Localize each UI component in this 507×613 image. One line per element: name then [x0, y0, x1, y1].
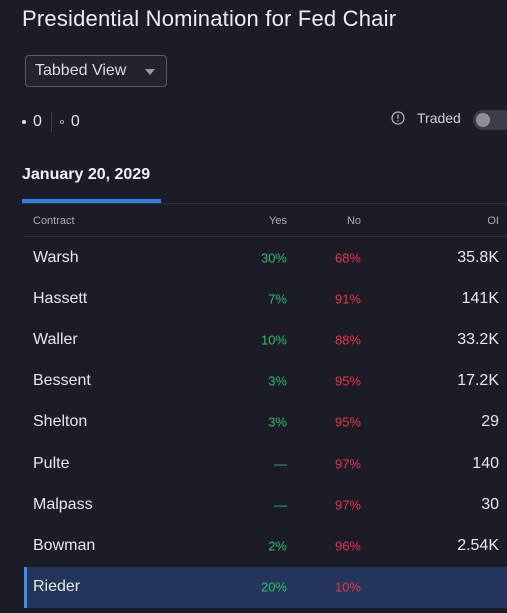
yes-price[interactable]: 7% [268, 291, 287, 307]
yes-price[interactable]: 10% [260, 332, 287, 348]
yes-price[interactable]: — [274, 497, 287, 513]
hollow-dot-icon [59, 120, 64, 124]
chevron-down-icon [145, 69, 155, 75]
table-row[interactable]: Pulte — 97% 140 [24, 443, 507, 484]
active-tab-indicator [22, 199, 161, 203]
table-row[interactable]: Shelton 3% 95% 29 [24, 402, 507, 443]
open-interest: 141K [461, 289, 499, 307]
yes-price[interactable]: 3% [268, 414, 287, 430]
table-row-selected[interactable]: Rieder 20% 10% [24, 566, 507, 608]
header-no[interactable]: No [346, 215, 361, 227]
contract-name: Waller [33, 330, 78, 348]
traded-label: Traded [417, 110, 461, 126]
traded-toggle[interactable] [473, 110, 507, 130]
open-interest: 17.2K [457, 372, 499, 390]
contract-name: Shelton [33, 413, 88, 431]
header-contract[interactable]: Contract [33, 215, 75, 227]
view-mode-dropdown[interactable]: Tabbed View [25, 55, 167, 87]
contracts-table: Contract Yes No OI Warsh 30% 68% 35.8K H… [24, 205, 507, 608]
open-interest: 29 [481, 413, 499, 431]
yes-price[interactable]: — [274, 456, 287, 472]
yes-price[interactable]: 2% [268, 538, 287, 554]
count-divider [50, 112, 52, 132]
position-counts: 0 0 [22, 112, 80, 132]
contract-name: Warsh [33, 248, 79, 266]
no-price[interactable]: 96% [334, 538, 361, 554]
count-hollow: 0 [59, 113, 80, 131]
traded-filter: Traded [391, 110, 461, 126]
yes-price[interactable]: 20% [260, 579, 287, 595]
tabs-divider [22, 203, 507, 204]
info-icon[interactable] [391, 111, 405, 125]
table-row[interactable]: Bowman 2% 96% 2.54K [24, 525, 507, 566]
tab-january-20-2029[interactable]: January 20, 2029 [22, 166, 151, 183]
table-row[interactable]: Warsh 30% 68% 35.8K [24, 237, 507, 278]
table-row[interactable]: Malpass — 97% 30 [24, 484, 507, 525]
open-interest: 33.2K [457, 330, 499, 348]
contract-name: Malpass [33, 495, 93, 513]
contract-name: Rieder [33, 578, 81, 596]
contract-name: Bowman [33, 536, 96, 554]
contract-name: Pulte [33, 454, 70, 472]
toggle-knob [476, 113, 490, 127]
open-interest: 2.54K [457, 536, 499, 554]
no-price[interactable]: 68% [334, 250, 361, 266]
count-hollow-value: 0 [70, 113, 80, 130]
contract-name: Bessent [33, 372, 91, 390]
no-price[interactable]: 97% [334, 497, 361, 513]
count-filled: 0 [22, 113, 42, 131]
header-oi[interactable]: OI [487, 215, 499, 227]
no-price[interactable]: 97% [334, 456, 361, 472]
no-price[interactable]: 95% [334, 414, 361, 430]
filled-dot-icon [22, 120, 26, 124]
yes-price[interactable]: 3% [268, 373, 287, 389]
page-title: Presidential Nomination for Fed Chair [22, 6, 397, 31]
no-price[interactable]: 91% [334, 291, 361, 307]
open-interest: 30 [481, 495, 499, 513]
no-price[interactable]: 88% [334, 332, 361, 348]
table-row[interactable]: Bessent 3% 95% 17.2K [24, 361, 507, 402]
yes-price[interactable]: 30% [260, 250, 287, 266]
no-price[interactable]: 10% [334, 579, 361, 595]
header-yes[interactable]: Yes [269, 215, 287, 227]
view-mode-value: Tabbed View [35, 62, 127, 79]
open-interest: 35.8K [457, 248, 499, 266]
count-filled-value: 0 [33, 113, 42, 130]
contract-name: Hassett [33, 289, 88, 307]
open-interest: 140 [472, 454, 499, 472]
no-price[interactable]: 95% [334, 373, 361, 389]
table-header: Contract Yes No OI [24, 205, 507, 237]
table-row[interactable]: Waller 10% 88% 33.2K [24, 319, 507, 360]
table-row[interactable]: Hassett 7% 91% 141K [24, 278, 507, 319]
